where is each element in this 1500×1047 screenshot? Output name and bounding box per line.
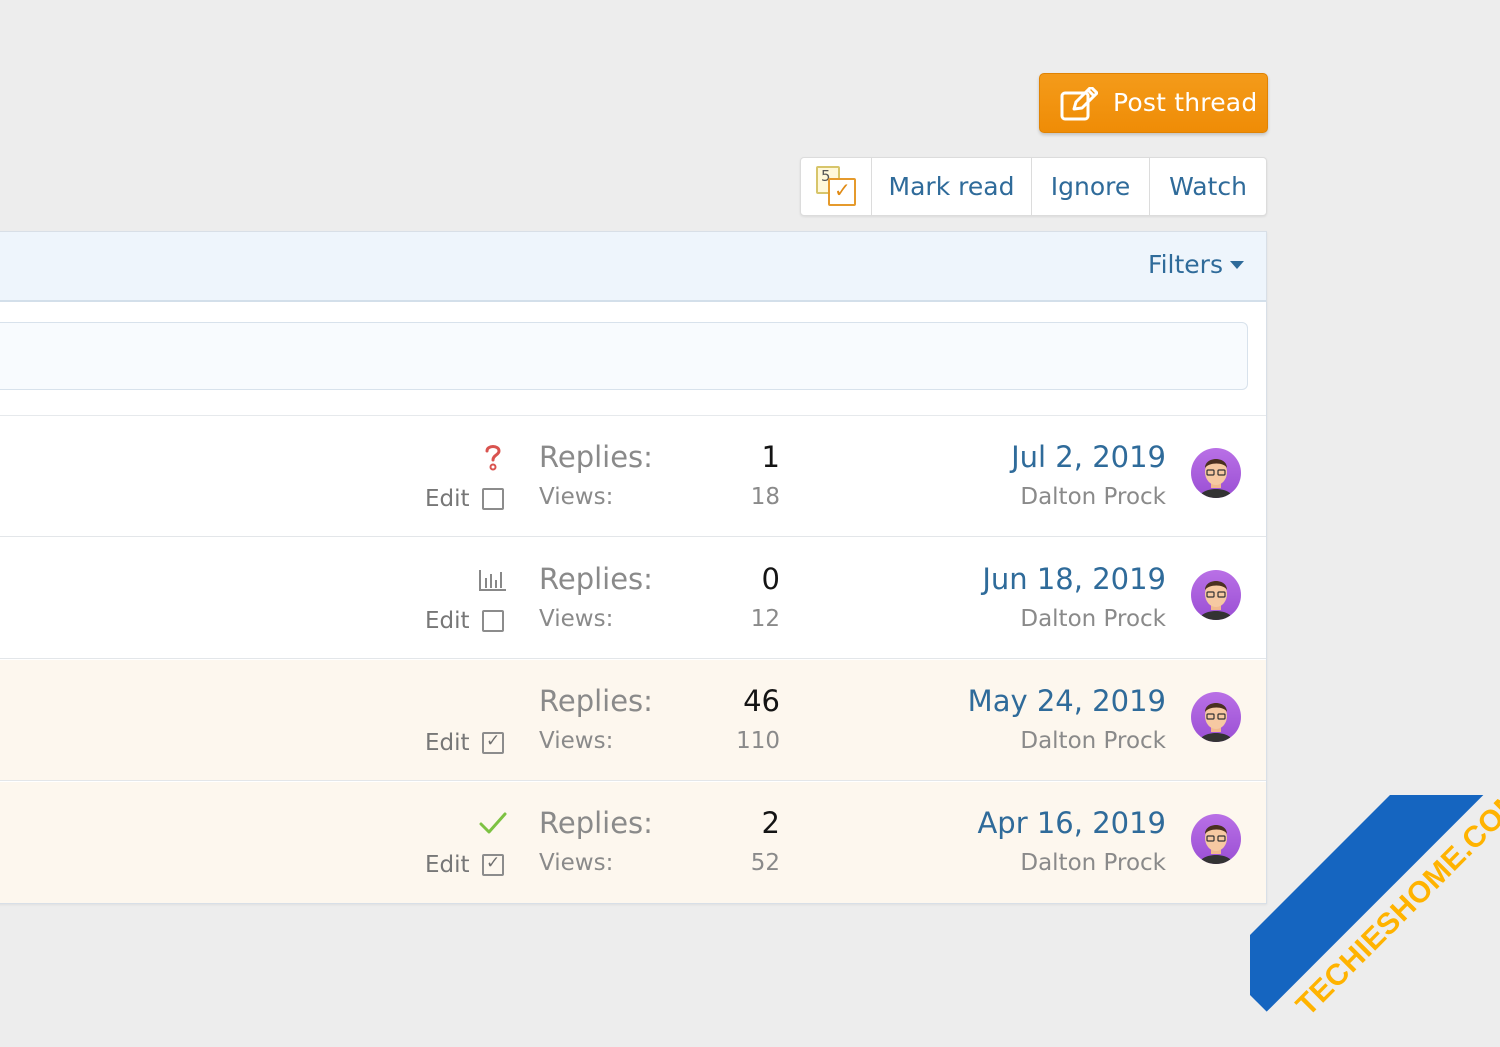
multi-select-icon: 5 ✓ [814, 165, 858, 208]
checkmark-icon [479, 812, 507, 834]
select-checkbox[interactable] [482, 488, 504, 510]
replies-label: Replies: [539, 806, 653, 840]
replies-label: Replies: [539, 440, 653, 474]
edit-link[interactable]: Edit [425, 852, 470, 878]
last-post-date[interactable]: Jun 18, 2019 [982, 562, 1166, 596]
avatar[interactable] [1191, 692, 1241, 742]
views-label: Views: [539, 728, 614, 754]
select-checkbox[interactable] [482, 610, 504, 632]
filter-bar: Filters [0, 232, 1266, 302]
multi-select-button[interactable]: 5 ✓ [801, 158, 872, 215]
replies-count: 2 [761, 806, 780, 840]
thread-row[interactable]: Edit ✓ Replies: Views: 46 110 May 24, 20… [0, 660, 1266, 781]
ignore-button[interactable]: Ignore [1032, 158, 1150, 215]
thread-row[interactable]: Edit ✓ Replies: Views: 2 52 Apr 16, 2019… [0, 782, 1266, 903]
edit-icon [1060, 87, 1098, 121]
replies-count: 1 [761, 440, 780, 474]
avatar[interactable] [1191, 448, 1241, 498]
avatar[interactable] [1191, 814, 1241, 864]
views-count: 110 [736, 728, 780, 754]
edit-link[interactable]: Edit [425, 486, 470, 512]
replies-count: 0 [761, 562, 780, 596]
replies-label: Replies: [539, 684, 653, 718]
watch-button[interactable]: Watch [1169, 172, 1247, 201]
views-label: Views: [539, 606, 614, 632]
last-post-date[interactable]: Apr 16, 2019 [977, 806, 1166, 840]
post-thread-button[interactable]: Post thread [1039, 73, 1268, 133]
filters-dropdown[interactable]: Filters [1148, 250, 1244, 279]
thread-row[interactable]: Edit Replies: Views: 1 18 Jul 2, 2019 Da… [0, 416, 1266, 537]
edit-link[interactable]: Edit [425, 608, 470, 634]
replies-count: 46 [743, 684, 780, 718]
edit-link[interactable]: Edit [425, 730, 470, 756]
thread-actions-group: 5 ✓ Mark read Ignore Watch [800, 157, 1267, 216]
last-post-user[interactable]: Dalton Prock [1020, 484, 1166, 510]
poll-icon [479, 570, 506, 591]
filters-label: Filters [1148, 250, 1223, 279]
select-checkbox-checked[interactable]: ✓ [482, 853, 504, 876]
post-thread-label: Post thread [1113, 88, 1258, 117]
question-icon [485, 445, 501, 471]
last-post-user[interactable]: Dalton Prock [1020, 606, 1166, 632]
thread-list-panel: Filters Edit Replies: Views: 1 18 Jul 2,… [0, 231, 1267, 904]
last-post-user[interactable]: Dalton Prock [1020, 850, 1166, 876]
views-count: 18 [750, 484, 780, 510]
last-post-date[interactable]: Jul 2, 2019 [1011, 440, 1166, 474]
views-label: Views: [539, 484, 614, 510]
avatar[interactable] [1191, 570, 1241, 620]
views-count: 52 [750, 850, 780, 876]
select-checkbox-checked[interactable]: ✓ [482, 731, 504, 754]
mark-read-button[interactable]: Mark read [872, 158, 1032, 215]
views-count: 12 [750, 606, 780, 632]
watermark: TECHIESHOME.COM [1250, 795, 1500, 1047]
last-post-date[interactable]: May 24, 2019 [967, 684, 1166, 718]
thread-row[interactable]: Edit Replies: Views: 0 12 Jun 18, 2019 D… [0, 538, 1266, 659]
views-label: Views: [539, 850, 614, 876]
last-post-user[interactable]: Dalton Prock [1020, 728, 1166, 754]
replies-label: Replies: [539, 562, 653, 596]
multi-select-count: 5 [821, 166, 831, 185]
quick-thread-input[interactable] [0, 322, 1248, 390]
caret-down-icon [1230, 260, 1244, 269]
divider [0, 415, 1266, 416]
